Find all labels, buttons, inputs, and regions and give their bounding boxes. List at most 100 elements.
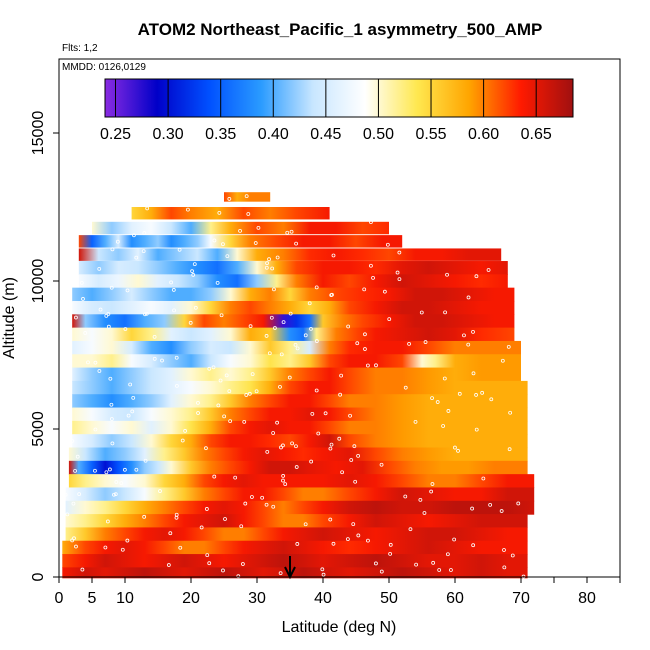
sample-point [423,340,428,344]
sample-point [109,402,114,407]
sample-point [449,568,453,572]
sample-point [356,533,361,538]
sample-point [143,312,147,317]
sample-point [486,268,491,272]
sample-point [75,454,80,459]
colorbar-tick-label: 0.35 [205,126,236,143]
sample-point [72,536,76,541]
heatmap-row [72,394,528,409]
heatmap-row [72,420,528,435]
sample-point [97,369,102,373]
sample-point [207,561,212,566]
sample-point [186,207,190,212]
sample-point [219,313,224,318]
sample-point [122,467,127,472]
heatmap-row [68,447,528,462]
sample-point [250,495,254,499]
heatmap-row [72,327,515,342]
sample-point [466,295,471,300]
sample-point [105,519,110,524]
sample-point [500,358,505,363]
sample-point [191,273,196,277]
colorbar-tick-label: 0.50 [363,126,394,143]
sample-point [271,431,276,435]
sample-point [212,474,217,479]
sample-point [207,366,212,371]
sample-point [316,431,321,436]
sample-point [275,255,280,260]
sample-point [278,384,282,389]
sample-point [79,280,84,285]
sample-point [351,522,356,527]
sample-point [80,567,85,572]
x-tick-label: 10 [116,590,134,607]
heatmap-row [131,207,330,220]
sample-point [236,574,241,579]
sample-point [196,411,200,415]
sample-point [508,410,513,415]
sample-point [205,553,210,557]
sample-point [218,378,223,383]
sample-point [510,553,515,558]
sample-point [281,478,285,483]
sample-point [130,409,135,414]
heatmap-row [72,434,528,449]
sample-point [283,482,288,487]
sample-point [418,497,423,502]
sample-point [264,265,269,270]
sample-point [264,502,269,507]
sample-point [445,552,450,557]
sample-point [180,438,185,443]
heatmap-row [78,274,508,289]
sample-point [437,568,442,572]
sample-point [126,413,131,418]
sample-point [109,285,114,290]
sample-point [65,512,70,517]
sample-point [152,356,157,361]
sample-point [228,419,233,424]
sample-point [244,194,249,199]
sample-point [294,444,298,449]
sample-point [314,285,319,290]
sample-point [216,403,221,408]
sample-point [196,400,200,405]
sample-point [246,212,251,216]
heatmap-row [72,287,515,302]
sample-point [204,446,208,451]
heatmap-row [224,192,271,202]
sample-point [74,315,78,320]
sample-point [363,347,367,351]
sample-point [212,238,217,243]
sample-point [112,492,116,497]
sample-point [215,280,220,285]
sample-point [123,327,128,331]
heatmap-row [78,235,403,248]
sample-point [303,333,308,338]
sample-point [430,396,434,401]
sample-point [175,383,179,388]
sample-point [107,467,112,472]
x-tick-label: 30 [248,590,266,607]
sample-point [166,563,171,567]
sample-point [397,277,402,282]
sample-point [273,326,277,330]
flights-note: Flts: 1,2 [62,43,98,54]
sample-point [275,420,279,425]
sample-point [269,315,274,320]
sample-point [81,297,85,301]
sample-point [190,269,194,274]
colorbar-tick-label: 0.65 [521,126,552,143]
sample-point [104,470,109,475]
sample-point [379,462,384,467]
y-tick-label: 0 [30,572,47,581]
colorbar: 0.25 0.30 0.35 0.40 0.45 0.50 0.55 0.60 0.65 [100,78,574,143]
sample-point [294,465,299,469]
sample-point [168,531,173,536]
sample-point [474,427,479,432]
x-tick-label: 80 [578,590,596,607]
sample-point [223,517,227,521]
sample-point [466,342,471,347]
sample-point [239,524,244,529]
sample-point [119,481,124,485]
sample-point [337,436,342,441]
